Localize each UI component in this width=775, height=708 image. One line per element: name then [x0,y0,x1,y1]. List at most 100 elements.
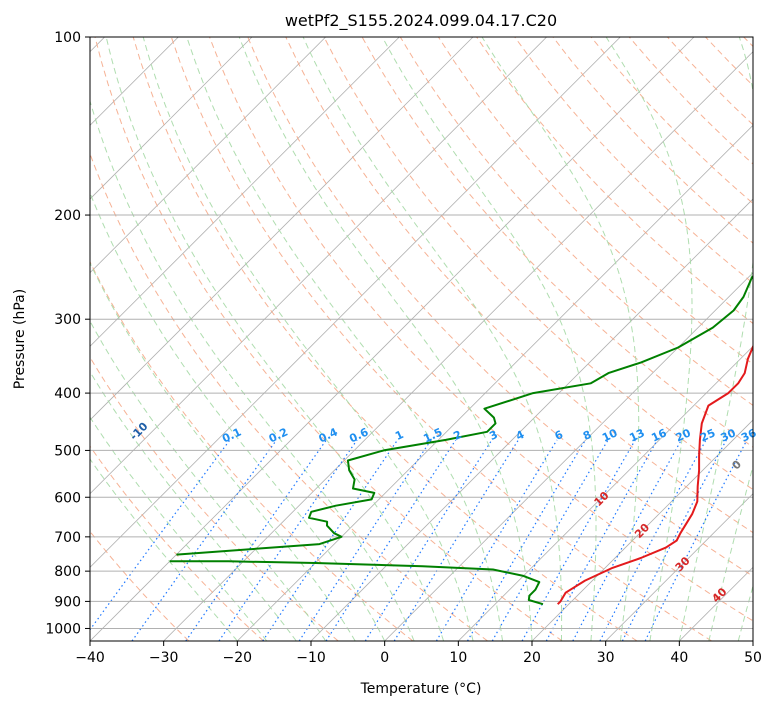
dry-adiabat-line [743,37,753,48]
moist-adiabat-line [90,261,356,641]
moist-adiabat-line [481,37,640,641]
x-tick-label: 10 [449,650,467,666]
moist-adiabat-line [90,458,238,641]
isotherm-line [90,37,400,347]
profile-line-1 [556,344,753,605]
dry-adiabat-line [285,37,753,534]
moist-adiabat-line [105,37,445,641]
dry-adiabat-line [90,356,339,641]
dry-adiabat-line [170,37,712,641]
moist-adiabat-line [186,37,503,641]
mixing-ratio-line [521,439,636,641]
y-tick-label: 1000 [45,621,81,637]
y-axis-ticks: 100 200 300 400 500 600 700 800 900 1000 [45,30,90,637]
mixing-ratio-line [599,439,707,641]
dry-adiabat-line [132,37,638,641]
moist-adiabat-label: 40 [709,585,729,605]
x-tick-label: −30 [149,650,179,666]
dry-adiabat-line [90,445,264,641]
dry-adiabat-line [667,37,753,126]
x-tick-label: 40 [670,650,688,666]
x-tick-label: 0 [380,650,389,666]
isotherm-line [90,37,547,495]
y-tick-label: 400 [54,386,81,402]
dry-adiabat-line [90,152,488,641]
x-tick-label: 30 [597,650,615,666]
dry-adiabat-line [323,37,753,491]
isotherm-line [237,124,753,641]
mixing-ratio-label: 0.4 [317,425,340,445]
isotherm-line [752,640,753,641]
mixing-ratio-label: 10 [600,426,620,444]
moist-adiabat-line [737,584,753,641]
moist-adiabat-line [678,37,753,641]
chart-title: wetPf2_S155.2024.099.04.17.C20 [285,11,557,31]
mixing-ratio-line [435,439,558,641]
mixing-ratio-label: 36 [739,426,759,444]
mixing-ratio-label: 1.5 [421,425,444,445]
y-tick-label: 700 [54,530,81,546]
x-axis-title: Temperature (°C) [360,681,482,697]
mixing-ratio-line [262,439,399,641]
mixing-ratio-line [545,439,658,641]
dry-adiabat-line [94,37,563,641]
mixing-ratio-line [298,439,432,641]
mixing-ratio-line [393,439,519,641]
mixing-ratio-label: 0.1 [220,425,243,445]
mixing-ratio-line [491,439,609,641]
moist-adiabat-line [90,99,415,641]
x-tick-label: −10 [296,650,326,666]
dry-adiabat-line [437,37,753,365]
y-tick-label: 600 [54,490,81,506]
profile-line-2 [176,274,753,556]
moist-adiabat-line [90,320,327,641]
dry-adiabat-line [590,37,753,205]
mixing-ratio-line [364,439,493,641]
moist-adiabat-label: 10 [592,489,612,509]
x-tick-label: −40 [75,650,105,666]
mixing-ratio-line [621,439,727,641]
moist-adiabat-line [90,416,268,641]
mixing-ratio-label: 13 [627,426,646,444]
dry-adiabat-line [209,37,753,622]
mixing-ratio-line [466,439,587,641]
mixing-ratio-label: 2 [451,428,463,443]
plot-frame [89,36,754,642]
isotherm-line [90,37,326,274]
y-tick-label: 900 [54,594,81,610]
mixing-ratio-line [131,439,278,641]
isotherm-line [90,37,474,421]
moist-adiabat-line [90,191,386,641]
isotherm-line [90,37,695,641]
moist-adiabat-line [708,463,753,641]
dry-adiabat-line [90,530,190,641]
mixing-ratio-line [90,439,231,631]
mixing-ratio-line [644,439,748,641]
mixing-ratio-label: 1 [393,428,405,443]
mixing-ratio-label: 30 [718,426,738,444]
y-tick-label: 200 [54,208,81,224]
moist-adiabat-line [605,37,693,641]
dry-adiabat-line [705,37,753,87]
dry-adiabat-line [247,37,753,577]
x-axis-ticks: −40 −30 −20 −10 0 10 20 30 40 50 [75,641,762,666]
y-tick-label: 300 [54,312,81,328]
mixing-ratio-label: 20 [674,426,694,444]
mixing-ratio-label: 4 [514,428,527,443]
y-tick-label: 100 [54,30,81,46]
x-tick-label: −20 [223,650,253,666]
moist-adiabat-line [90,370,297,641]
mixing-ratio-label: 6 [553,428,566,443]
moist-adiabat-line [142,37,474,641]
pressure-gridlines [90,36,753,629]
mixing-ratio-line [325,439,457,641]
moist-adiabat-line [302,37,563,641]
y-tick-label: 800 [54,564,81,580]
y-tick-label: 500 [54,443,81,459]
isotherm-line [163,51,753,641]
y-axis-title: Pressure (hPa) [12,289,28,389]
x-tick-label: 50 [744,650,762,666]
mixing-ratio-label: 25 [698,426,717,444]
